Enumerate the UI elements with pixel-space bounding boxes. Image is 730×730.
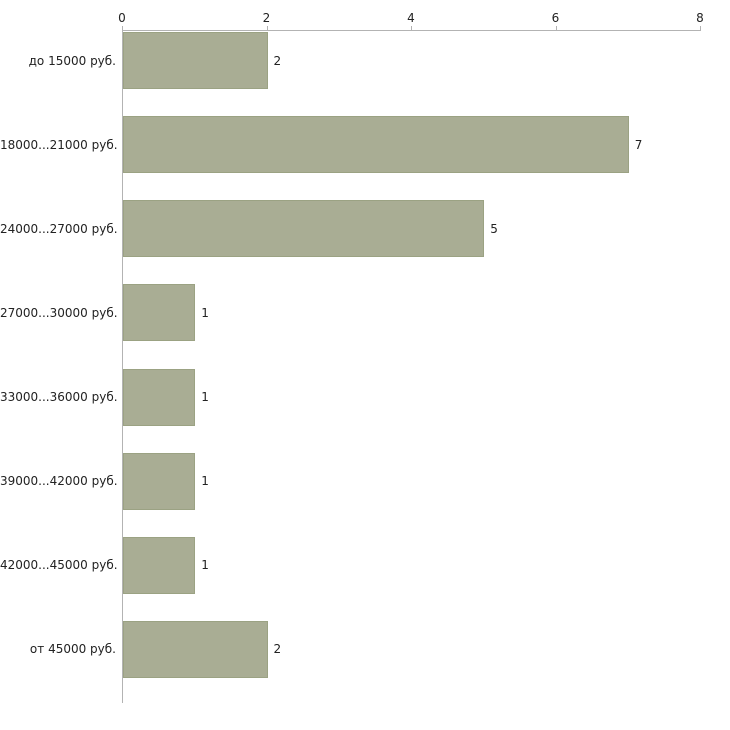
category-label: 33000...36000 руб.	[0, 390, 118, 404]
x-tick-label: 6	[551, 11, 560, 25]
x-tick-label: 2	[262, 11, 271, 25]
bar	[123, 284, 196, 342]
value-label: 1	[201, 474, 209, 489]
category-label: до 15000 руб.	[28, 53, 116, 68]
value-label: 2	[273, 53, 282, 68]
x-tick	[122, 26, 123, 30]
category-label: 18000...21000 руб.	[0, 137, 118, 152]
x-tick	[411, 26, 412, 30]
x-tick	[266, 26, 268, 30]
x-axis	[122, 30, 701, 31]
category-label: 42000...45000 руб.	[0, 558, 118, 573]
x-tick-label: 4	[407, 11, 415, 25]
bar	[123, 536, 196, 594]
bar	[123, 620, 268, 678]
category-label: 24000...27000 руб.	[0, 221, 118, 236]
category-label: от 45000 руб.	[29, 642, 116, 657]
x-tick-label: 0	[118, 11, 126, 25]
bar	[123, 32, 268, 89]
x-tick	[700, 26, 701, 30]
bar	[123, 200, 485, 258]
value-label: 5	[490, 221, 498, 236]
value-label: 2	[273, 642, 282, 657]
y-axis	[122, 30, 123, 703]
value-label: 1	[201, 305, 209, 320]
category-label: 39000...42000 руб.	[0, 474, 118, 489]
value-label: 1	[201, 390, 209, 404]
bar	[123, 452, 196, 510]
bar	[123, 368, 196, 426]
value-label: 1	[201, 558, 209, 573]
bar	[123, 116, 629, 174]
value-label: 7	[634, 137, 643, 152]
x-tick	[555, 26, 557, 30]
category-label: 27000...30000 руб.	[0, 305, 118, 320]
x-tick-label: 8	[696, 11, 704, 25]
